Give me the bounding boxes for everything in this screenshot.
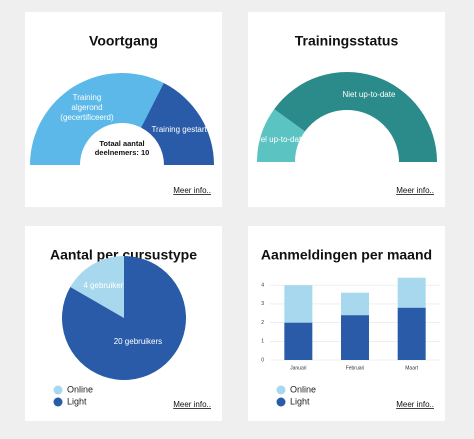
- legend-marker: [276, 385, 286, 395]
- segment-label: Wel up-to-date: [253, 135, 306, 145]
- center-label: Totaal aantal deelnemers: 10: [94, 139, 150, 157]
- legend-label: Light: [290, 396, 310, 406]
- more-info-link[interactable]: Meer info..: [396, 400, 434, 409]
- card-title: Aanmeldingen per maand: [261, 247, 432, 263]
- legend-marker: [53, 385, 63, 395]
- segment-label: Training algerond (gecertificeerd): [60, 93, 114, 122]
- gauge-segment: [257, 109, 305, 162]
- gauge-segment: [141, 83, 214, 165]
- gauge-segment: [274, 72, 437, 162]
- pie-slice: [70, 256, 124, 318]
- pie-slice: [62, 256, 186, 380]
- y-tick-label: 1: [261, 339, 264, 345]
- segment-label-box: Training algerond (gecertificeerd): [60, 93, 114, 122]
- y-tick-label: 4: [261, 283, 264, 289]
- segment-label: Training gestart: [151, 125, 207, 135]
- segment-label-box: Wel up-to-date: [253, 135, 306, 145]
- bar-segment: [341, 315, 369, 360]
- bar-segment: [341, 292, 369, 316]
- bar-segment: [397, 307, 426, 360]
- x-tick-label: Maart: [405, 365, 418, 371]
- x-tick-label: Februari: [346, 365, 365, 371]
- card-title: Aantal per cursustype: [50, 247, 197, 263]
- segment-label-box: Niet up-to-date: [342, 89, 396, 99]
- more-info-link[interactable]: Meer info..: [173, 400, 211, 409]
- bar-segment: [397, 277, 426, 308]
- y-tick-label: 2: [261, 320, 264, 326]
- card-title: Trainingsstatus: [295, 33, 399, 49]
- value-label: 4 gebruikers: [83, 280, 128, 290]
- card-title: Voortgang: [89, 33, 158, 49]
- segment-label-box: Training gestart: [151, 125, 207, 135]
- legend-label: Online: [290, 384, 316, 394]
- bar-segment: [284, 285, 313, 323]
- center-label-box: Totaal aantal deelnemers: 10: [94, 139, 150, 157]
- legend-marker: [53, 397, 63, 407]
- segment-label: Niet up-to-date: [342, 89, 396, 99]
- gauge-segment: [30, 73, 164, 165]
- y-tick-label: 3: [261, 301, 264, 307]
- legend-marker: [276, 397, 286, 407]
- y-tick-label: 0: [261, 357, 264, 363]
- more-info-link[interactable]: Meer info..: [396, 186, 434, 195]
- value-label-box: 4 gebruikers: [83, 280, 128, 290]
- value-label-box: 20 gebruikers: [113, 337, 163, 347]
- legend-label: Online: [67, 384, 93, 394]
- value-label: 20 gebruikers: [113, 337, 163, 347]
- more-info-link[interactable]: Meer info..: [173, 186, 211, 195]
- x-tick-label: Januari: [290, 365, 306, 371]
- bar-segment: [284, 322, 313, 360]
- legend-label: Light: [67, 396, 87, 406]
